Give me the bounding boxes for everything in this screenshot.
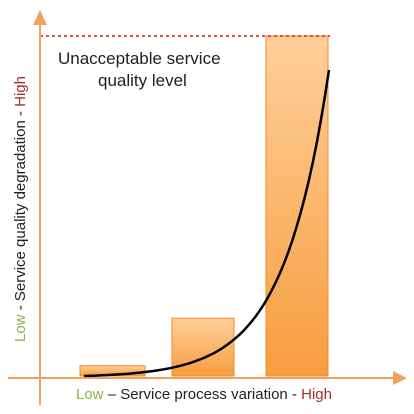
x-axis-label-low: Low (76, 386, 104, 403)
y-axis-label-high: High (12, 76, 29, 107)
threshold-label-line2: quality level (98, 71, 187, 90)
y-axis-label-middle: - Service quality degradation - (12, 107, 29, 315)
x-axis-label: Low – Service process variation - High (76, 386, 332, 403)
y-axis-label: Low - Service quality degradation - High (12, 76, 29, 342)
bar-3 (265, 35, 329, 377)
y-axis-label-low: Low (12, 314, 29, 342)
x-axis-label-high: High (301, 386, 332, 403)
threshold-label-line1: Unacceptable service (58, 49, 221, 68)
exponential-curve (83, 69, 331, 378)
bars-group (79, 35, 329, 377)
x-axis-label-middle: – Service process variation - (104, 386, 302, 403)
y-axis-arrow-icon (33, 10, 47, 25)
x-axis-arrow-icon (393, 371, 407, 385)
